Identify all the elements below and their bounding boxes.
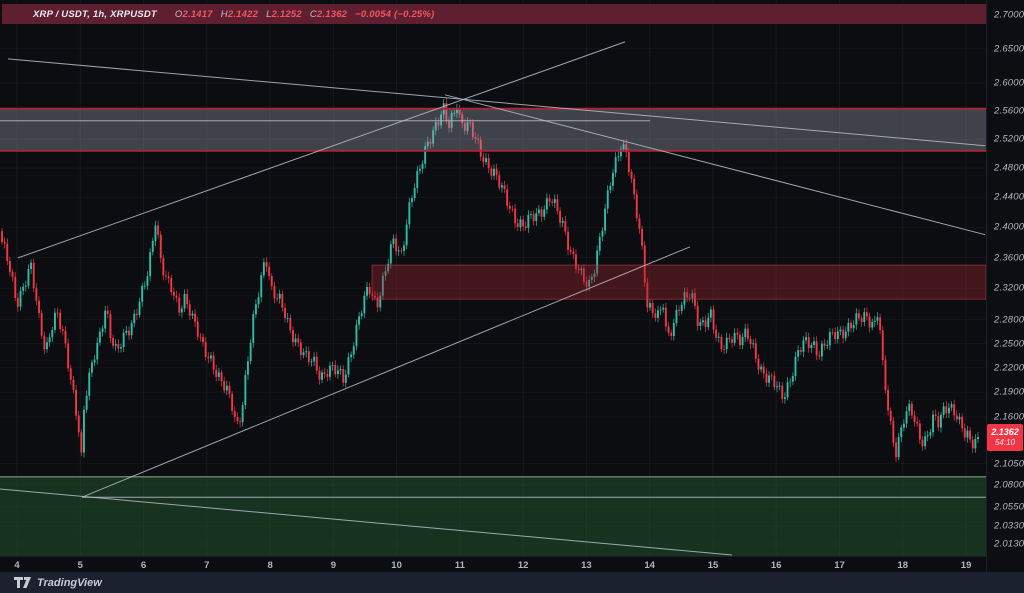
tradingview-wordmark[interactable]: TradingView (37, 576, 102, 589)
time-tick-label: 14 (644, 560, 655, 571)
price-tick-label: 2.6000 (994, 77, 1024, 89)
time-tick-label: 15 (707, 560, 719, 571)
ascending-trendline-long[interactable] (17, 41, 626, 259)
descending-trendline-mid[interactable] (444, 94, 986, 236)
time-tick-label: 8 (267, 560, 273, 571)
high-value: 2.1422 (227, 8, 259, 20)
price-tick-label: 2.2500 (994, 338, 1024, 349)
price-tick-label: 2.2200 (994, 362, 1024, 374)
price-tick-label: 2.3600 (994, 252, 1024, 263)
price-tick-label: 2.0800 (994, 479, 1024, 491)
price-tick-label: 2.5600 (994, 105, 1024, 117)
time-tick-label: 17 (834, 560, 845, 571)
time-tick-label: 7 (204, 560, 210, 571)
price-tick-label: 2.0550 (994, 501, 1024, 513)
time-tick-label: 16 (770, 560, 782, 571)
time-axis[interactable]: 4 5 6 7 8 9 10 11 12 13 14 15 16 17 18 19 (0, 556, 986, 573)
price-tick-label: 2.0330 (994, 520, 1024, 532)
supply-zone-gray[interactable] (0, 108, 986, 151)
time-tick-label: 18 (897, 560, 909, 571)
time-tick-label: 13 (581, 560, 592, 571)
price-tick-label: 2.1600 (994, 411, 1024, 423)
last-price-value: 2.1362 (991, 427, 1019, 437)
descending-trendline-lower[interactable] (0, 488, 733, 556)
price-tick-label: 2.3200 (994, 282, 1024, 294)
time-tick-label: 19 (960, 560, 972, 571)
price-tick-label: 2.4000 (994, 221, 1024, 233)
price-tick-label: 2.4800 (994, 162, 1024, 174)
demand-zone-green[interactable] (0, 476, 986, 556)
price-tick-label: 2.5200 (994, 133, 1024, 145)
time-tick-label: 6 (140, 560, 147, 571)
close-value: 2.1362 (316, 8, 348, 20)
time-tick-label: 12 (517, 560, 529, 571)
resistance-zone-red[interactable] (371, 264, 986, 300)
time-tick-label: 9 (330, 560, 337, 571)
open-label: O (174, 8, 183, 20)
bar-close-countdown: 54:10 (994, 438, 1016, 447)
price-tick-label: 2.0130 (994, 538, 1024, 550)
descending-trendline-upper[interactable] (7, 58, 986, 147)
high-label: H (220, 8, 228, 20)
low-value: 2.1252 (271, 8, 302, 20)
symbol-legend-bar[interactable]: XRP / USDT, 1h, XRPUSDT O 2.1417 H 2.142… (2, 4, 1014, 24)
symbol-title: XRP / USDT, 1h, XRPUSDT (33, 8, 157, 20)
time-tick-label: 11 (454, 560, 465, 571)
chart-plot-area[interactable] (0, 0, 986, 556)
footer-bar: TradingView (0, 572, 1024, 593)
price-tick-label: 2.1900 (994, 386, 1024, 398)
price-tick-label: 2.7000 (994, 9, 1024, 21)
price-tick-label: 2.4400 (994, 191, 1024, 203)
close-label: C (309, 8, 317, 20)
open-value: 2.1417 (182, 8, 213, 20)
change-value: −0.0054 (−0.25%) (355, 8, 435, 20)
last-price-label: 2.1362 54:10 (987, 424, 1023, 451)
price-tick-label: 2.6500 (994, 43, 1024, 55)
time-tick-label: 4 (14, 560, 20, 571)
price-axis[interactable]: 2.7000 2.6500 2.6000 2.5600 2.5200 2.4800 2.44… (986, 0, 1024, 572)
low-label: L (266, 8, 272, 20)
price-tick-label: 2.2800 (994, 314, 1024, 326)
time-tick-label: 5 (77, 560, 83, 571)
time-tick-label: 10 (391, 560, 402, 571)
ascending-trendline-from-low[interactable] (81, 246, 691, 498)
price-tick-label: 2.1050 (994, 458, 1024, 469)
tradingview-logo-icon[interactable] (14, 577, 31, 588)
price-chart-canvas[interactable] (0, 0, 986, 556)
